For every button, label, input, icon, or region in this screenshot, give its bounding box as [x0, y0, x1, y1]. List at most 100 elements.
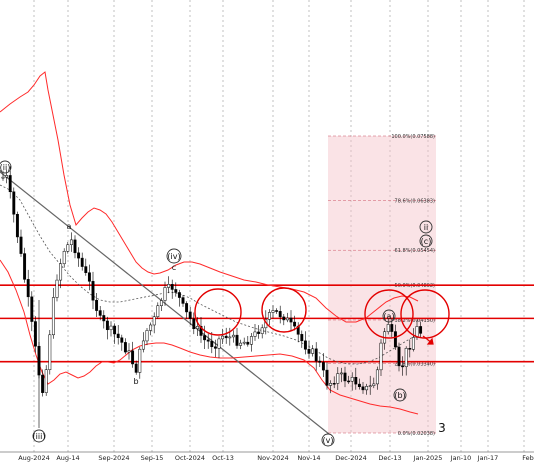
- x-tick-label: Oct-13: [212, 454, 234, 462]
- candle-body: [109, 325, 113, 331]
- candle-body: [174, 289, 178, 293]
- wave-circle: [419, 234, 433, 248]
- wave-label: b: [133, 377, 138, 386]
- x-tick-label: Aug-14: [56, 454, 79, 462]
- x-tick-label: Sep-2024: [98, 454, 129, 462]
- candle-body: [98, 310, 102, 316]
- highlight-circle: [194, 288, 242, 336]
- candle-body: [77, 252, 81, 259]
- candle-body: [260, 327, 264, 334]
- candle-body: [159, 300, 163, 306]
- candle-body: [379, 342, 383, 371]
- candle-body: [368, 385, 372, 387]
- lower-band: [0, 259, 419, 415]
- candle-body: [408, 348, 412, 350]
- candle-body: [343, 372, 347, 382]
- candle-body: [332, 383, 336, 385]
- highlight-circle: [364, 289, 414, 339]
- wave-circle: [419, 220, 433, 234]
- candle-body: [361, 386, 365, 391]
- candle-body: [62, 251, 66, 265]
- wave-label: (c): [421, 237, 432, 246]
- candle-body: [249, 336, 253, 345]
- fib-level-label: 0.0%(0.02038): [398, 431, 435, 437]
- fib-level-label: 38.2%(0.04150): [395, 318, 436, 324]
- candle-body: [217, 338, 221, 349]
- fib-level-label: 23.6%(0.03340): [395, 361, 436, 367]
- wave-label: a: [67, 222, 72, 231]
- candle-body: [192, 318, 196, 330]
- candle-body: [33, 321, 37, 347]
- candle-body: [350, 377, 354, 382]
- candle-body: [145, 330, 149, 342]
- wave-label: (iii): [33, 432, 46, 441]
- x-tick-label: Dec-13: [378, 454, 401, 462]
- candle-body: [235, 334, 239, 346]
- candle-body: [347, 380, 351, 383]
- wave-circle: [32, 429, 46, 443]
- candle-body: [257, 331, 261, 334]
- wave-label: (v): [323, 436, 334, 445]
- highlight-circle: [261, 287, 307, 333]
- wave-label: c: [172, 263, 176, 272]
- candle-body: [12, 191, 16, 215]
- fib-level-label: 50.0%(0.04802): [395, 283, 436, 289]
- candle-body: [354, 377, 358, 385]
- candle-body: [134, 363, 138, 373]
- candle-body: [278, 311, 282, 318]
- candle-body: [242, 341, 246, 344]
- wave-count-label: 3: [438, 421, 446, 435]
- candle-body: [224, 335, 228, 339]
- candle-body: [48, 334, 52, 370]
- candle-body: [231, 334, 235, 338]
- wave-circle: [321, 433, 335, 447]
- candle-body: [15, 213, 19, 238]
- x-tick-label: Nov-14: [297, 454, 320, 462]
- candle-body: [195, 326, 199, 330]
- candle-body: [329, 383, 333, 386]
- wave-label: ii: [424, 223, 428, 232]
- wave-circle: [0, 160, 12, 174]
- candle-body: [300, 334, 304, 342]
- candle-body: [307, 349, 311, 354]
- candle-body: [239, 342, 243, 346]
- candle-body: [120, 337, 124, 343]
- candle-body: [170, 284, 174, 290]
- candle-body: [311, 348, 315, 354]
- candle-body: [19, 236, 23, 254]
- candle-body: [5, 175, 9, 178]
- candle-body: [419, 326, 423, 334]
- candle-body: [149, 324, 153, 331]
- candle-body: [30, 296, 34, 322]
- candle-body: [397, 346, 401, 367]
- candle-body: [1, 176, 5, 179]
- candle-body: [185, 303, 189, 313]
- candle-body: [163, 287, 167, 301]
- candle-body: [105, 320, 109, 331]
- candle-body: [314, 348, 318, 362]
- fib-level-label: 78.6%(0.06383): [395, 198, 436, 204]
- candle-body: [66, 244, 70, 252]
- candle-body: [188, 311, 192, 319]
- descending-trendline: [0, 171, 330, 435]
- candle-body: [321, 362, 325, 371]
- candle-body: [199, 326, 203, 336]
- candle-body: [336, 373, 340, 384]
- candle-body: [80, 257, 84, 267]
- candle-body: [303, 340, 307, 350]
- x-tick-label: Jan-17: [477, 454, 499, 462]
- candle-body: [167, 284, 171, 288]
- candle-body: [318, 360, 322, 363]
- candle-body: [375, 369, 379, 385]
- candle-body: [138, 348, 142, 373]
- wave-circles: [0, 160, 433, 447]
- candle-body: [41, 374, 45, 393]
- x-tick-label: Sep-15: [141, 454, 164, 462]
- candle-body: [156, 305, 160, 317]
- candle-body: [221, 335, 225, 340]
- candle-body: [102, 315, 106, 322]
- wave-label: (iv): [167, 252, 180, 261]
- candle-body: [59, 263, 63, 281]
- candle-body: [339, 372, 343, 375]
